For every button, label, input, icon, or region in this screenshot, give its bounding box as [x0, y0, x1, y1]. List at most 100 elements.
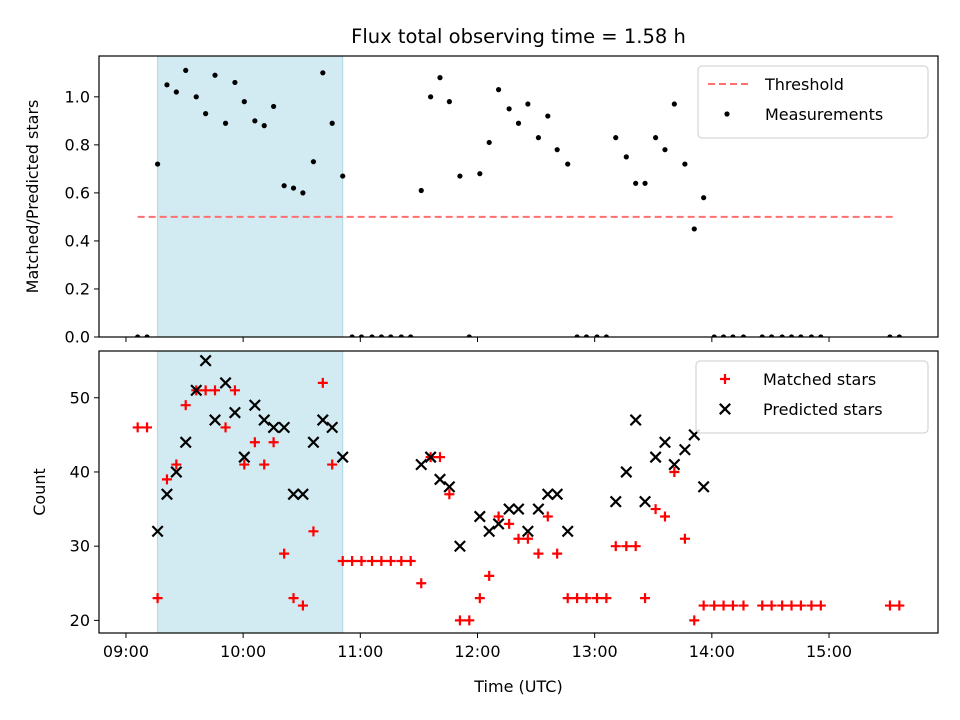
count-x-tick-label: 13:00: [572, 642, 618, 661]
ratio-point: [671, 101, 677, 107]
ratio-point: [662, 147, 668, 153]
ratio-point: [212, 72, 218, 78]
ratio-point: [329, 120, 335, 126]
ratio-point: [252, 118, 258, 124]
count-point: [199, 354, 212, 367]
ratio-point: [408, 334, 414, 337]
count-series-matched-stars: [132, 377, 905, 626]
count-point: [327, 459, 338, 470]
ratio-point: [193, 94, 199, 100]
count-point: [609, 495, 622, 508]
ratio-point: [261, 123, 267, 129]
count-point: [786, 600, 797, 611]
ratio-point: [808, 334, 815, 337]
ratio-axes-frame: [98, 55, 939, 338]
ratio-point: [633, 180, 639, 186]
count-point: [552, 548, 563, 559]
ratio-series-measurements: [135, 67, 902, 337]
count-point: [610, 541, 621, 552]
ratio-point: [437, 75, 443, 81]
ratio-point: [711, 334, 717, 337]
ratio-point: [506, 106, 512, 112]
ratio-point: [398, 334, 404, 337]
ratio-point: [691, 226, 697, 232]
ratio-point: [701, 195, 707, 201]
count-point: [239, 459, 250, 470]
ratio-point: [281, 183, 287, 189]
count-point: [336, 451, 349, 464]
count-point: [679, 533, 690, 544]
count-point: [532, 503, 545, 516]
count-point: [639, 495, 652, 508]
ratio-observing-window-span: [157, 56, 344, 337]
ratio-point: [203, 111, 209, 117]
count-point: [288, 593, 299, 604]
ratio-point: [554, 147, 560, 153]
ratio-y-tick-label: 0.6: [65, 183, 90, 202]
count-point: [453, 540, 466, 553]
count-point: [396, 556, 407, 567]
count-y-tick-label: 50: [70, 388, 90, 407]
ratio-point: [183, 67, 189, 74]
count-point: [541, 488, 554, 501]
ratio-y-tick-label: 0.4: [65, 231, 90, 250]
count-point: [220, 422, 231, 433]
count-point: [815, 600, 826, 611]
ratio-point: [241, 99, 247, 105]
count-point: [326, 421, 339, 434]
count-point: [171, 459, 182, 470]
ratio-point: [486, 139, 492, 146]
count-point: [562, 593, 573, 604]
ratio-legend-swatch: [724, 111, 730, 117]
count-point: [795, 600, 806, 611]
count-point: [551, 488, 564, 501]
count-point: [894, 600, 905, 611]
ratio-point: [378, 334, 385, 337]
count-point: [308, 526, 319, 537]
count-point: [640, 593, 651, 604]
chart-title: Flux total observing time = 1.58 h: [351, 25, 686, 48]
ratio-y-tick-label: 0.0: [65, 328, 90, 347]
count-point: [434, 452, 445, 463]
ratio-point: [495, 87, 502, 93]
ratio-point: [340, 173, 346, 179]
count-point: [424, 451, 437, 464]
ratio-y-tick-label: 0.8: [65, 135, 90, 154]
ratio-point: [798, 334, 804, 337]
count-point: [492, 517, 505, 530]
count-point: [415, 458, 428, 471]
count-point: [513, 533, 524, 544]
ratio-point: [135, 334, 141, 337]
ratio-point: [515, 120, 522, 126]
count-point: [669, 466, 680, 477]
count-point: [297, 600, 308, 611]
ratio-y-axis-label: Matched/Predicted stars: [23, 100, 42, 294]
ratio-point: [477, 171, 483, 177]
count-point: [484, 570, 495, 581]
count-point: [444, 489, 455, 500]
ratio-point: [320, 70, 326, 76]
count-point: [356, 556, 367, 567]
count-point: [258, 414, 271, 426]
count-point: [454, 615, 465, 626]
ratio-point: [535, 135, 542, 141]
count-point: [142, 422, 153, 433]
ratio-point: [300, 190, 306, 196]
count-point: [533, 548, 544, 559]
count-y-tick-label: 30: [70, 537, 90, 556]
ratio-point: [887, 334, 893, 337]
count-point: [279, 548, 290, 559]
ratio-point: [428, 94, 434, 100]
ratio-legend-label: Measurements: [765, 105, 883, 124]
ratio-y-tick-label: 1.0: [65, 87, 90, 106]
count-point: [259, 459, 270, 470]
count-point: [209, 414, 221, 426]
count-point: [806, 600, 817, 611]
count-point: [650, 504, 661, 515]
count-point: [473, 510, 486, 523]
count-point: [621, 541, 632, 552]
count-point: [132, 422, 143, 433]
count-point: [698, 600, 709, 611]
ratio-point: [270, 103, 277, 110]
